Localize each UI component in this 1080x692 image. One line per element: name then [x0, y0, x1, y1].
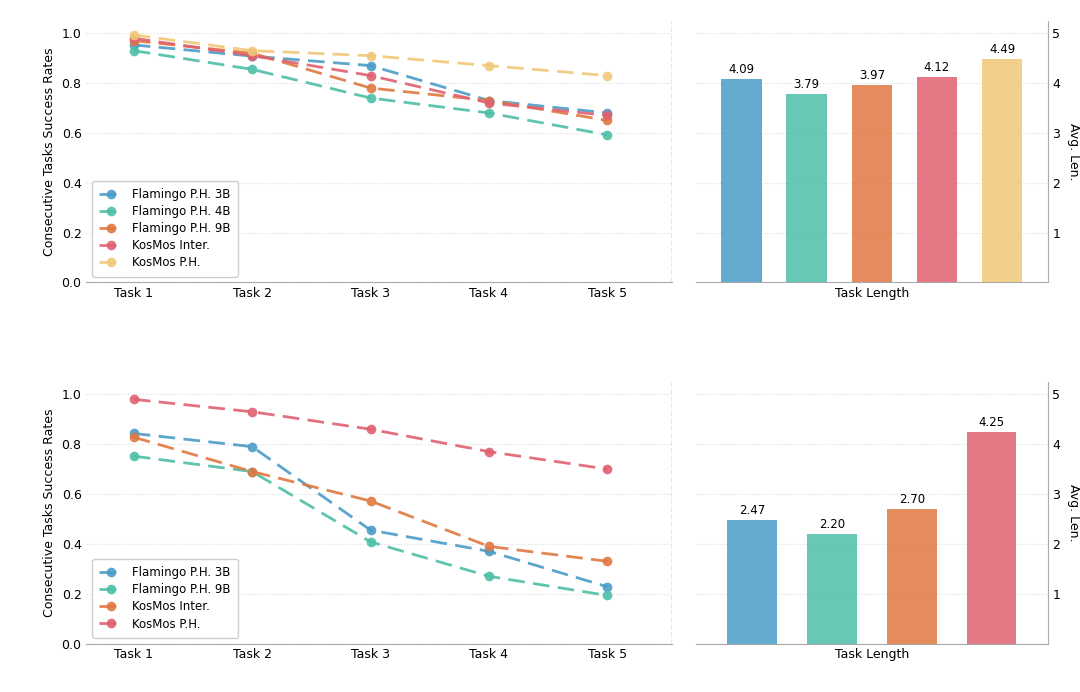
Text: 4.49: 4.49 — [989, 43, 1015, 55]
Text: 2.20: 2.20 — [819, 518, 845, 531]
Text: 2.70: 2.70 — [899, 493, 924, 506]
Bar — [967, 432, 1016, 644]
Bar — [887, 509, 936, 644]
Bar — [807, 534, 856, 644]
Text: 2.47: 2.47 — [739, 504, 765, 518]
Y-axis label: Consecutive Tasks Success Rates: Consecutive Tasks Success Rates — [43, 47, 56, 256]
Bar — [917, 77, 957, 282]
Y-axis label: Avg. Len.: Avg. Len. — [1067, 484, 1080, 541]
Text: 3.79: 3.79 — [794, 78, 820, 91]
Text: 4.09: 4.09 — [729, 62, 755, 75]
Text: 3.97: 3.97 — [859, 69, 885, 82]
Bar — [786, 93, 827, 282]
Bar — [852, 84, 892, 282]
Legend: Flamingo P.H. 3B, Flamingo P.H. 4B, Flamingo P.H. 9B, KosMos Inter., KosMos P.H.: Flamingo P.H. 3B, Flamingo P.H. 4B, Flam… — [92, 181, 238, 277]
Legend: Flamingo P.H. 3B, Flamingo P.H. 9B, KosMos Inter., KosMos P.H.: Flamingo P.H. 3B, Flamingo P.H. 9B, KosM… — [92, 559, 238, 637]
Y-axis label: Consecutive Tasks Success Rates: Consecutive Tasks Success Rates — [43, 408, 56, 617]
Text: 4.12: 4.12 — [923, 61, 950, 74]
Bar — [721, 79, 761, 282]
Text: 4.25: 4.25 — [978, 416, 1004, 429]
Bar — [727, 520, 777, 644]
Bar — [982, 59, 1022, 282]
Y-axis label: Avg. Len.: Avg. Len. — [1067, 123, 1080, 181]
